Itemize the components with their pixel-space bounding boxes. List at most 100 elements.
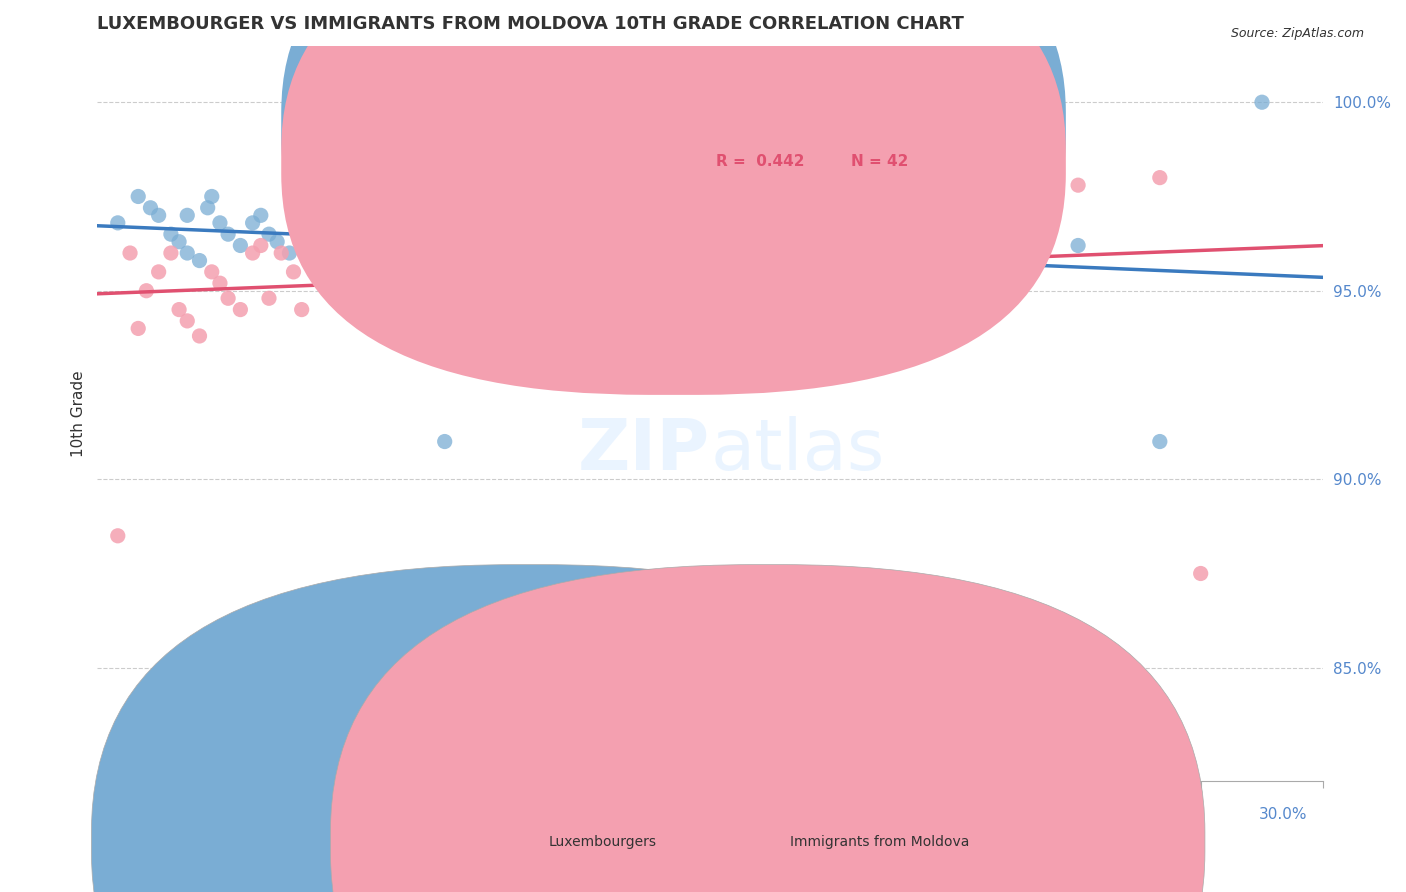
Point xyxy=(1251,95,1274,110)
Point xyxy=(474,227,496,242)
Point xyxy=(740,189,762,203)
Point xyxy=(658,201,681,215)
Point xyxy=(761,253,783,268)
Point xyxy=(160,227,183,242)
Text: Immigrants from Moldova: Immigrants from Moldova xyxy=(790,835,970,849)
Point xyxy=(311,216,333,230)
Point xyxy=(658,253,681,268)
Point xyxy=(373,208,395,222)
Point xyxy=(617,246,640,260)
Point xyxy=(176,246,198,260)
Point xyxy=(217,227,239,242)
Point xyxy=(576,235,599,249)
Point xyxy=(780,246,803,260)
Point xyxy=(904,201,927,215)
Point xyxy=(699,265,721,279)
Point xyxy=(311,246,333,260)
Point xyxy=(135,284,157,298)
Point xyxy=(352,216,374,230)
Point xyxy=(257,291,280,305)
Point xyxy=(536,216,558,230)
Point xyxy=(242,246,264,260)
Point xyxy=(413,216,436,230)
Text: Source: ZipAtlas.com: Source: ZipAtlas.com xyxy=(1230,27,1364,40)
Text: LUXEMBOURGER VS IMMIGRANTS FROM MOLDOVA 10TH GRADE CORRELATION CHART: LUXEMBOURGER VS IMMIGRANTS FROM MOLDOVA … xyxy=(97,15,965,33)
Point xyxy=(249,238,271,252)
Point xyxy=(986,189,1008,203)
Point xyxy=(433,434,456,449)
Y-axis label: 10th Grade: 10th Grade xyxy=(72,370,86,457)
Text: atlas: atlas xyxy=(710,416,884,484)
Text: R =  0.442: R = 0.442 xyxy=(717,154,806,169)
Point xyxy=(332,246,354,260)
Point xyxy=(291,302,314,317)
Point xyxy=(167,302,190,317)
FancyBboxPatch shape xyxy=(281,0,1066,358)
Point xyxy=(433,227,456,242)
Point xyxy=(454,615,477,630)
Text: R = -0.154: R = -0.154 xyxy=(717,118,806,133)
Point xyxy=(536,216,558,230)
Point xyxy=(576,208,599,222)
Point xyxy=(201,265,224,279)
Point xyxy=(127,189,149,203)
Point xyxy=(352,227,374,242)
Point xyxy=(257,227,280,242)
Point xyxy=(208,276,231,290)
Point xyxy=(270,246,292,260)
Point xyxy=(495,227,517,242)
Point xyxy=(323,227,346,242)
FancyBboxPatch shape xyxy=(281,0,1066,395)
Point xyxy=(229,302,252,317)
Point xyxy=(740,238,762,252)
Point xyxy=(118,246,141,260)
Point xyxy=(278,246,301,260)
Point xyxy=(1149,170,1171,185)
Point xyxy=(1149,434,1171,449)
Point xyxy=(291,189,314,203)
Point xyxy=(139,201,162,215)
Point xyxy=(188,253,211,268)
Point xyxy=(1189,566,1212,581)
Point xyxy=(266,235,288,249)
Point xyxy=(945,208,967,222)
Point xyxy=(242,216,264,230)
Point xyxy=(332,189,354,203)
Point xyxy=(555,246,578,260)
Point xyxy=(699,208,721,222)
Text: N = 52: N = 52 xyxy=(851,118,908,133)
Point xyxy=(413,216,436,230)
Point xyxy=(801,238,824,252)
Point xyxy=(515,235,537,249)
FancyBboxPatch shape xyxy=(624,90,956,200)
Point xyxy=(283,265,305,279)
Point xyxy=(107,529,129,543)
Point xyxy=(339,201,361,215)
Point xyxy=(1067,178,1090,193)
Point xyxy=(986,265,1008,279)
Point xyxy=(862,189,884,203)
Point xyxy=(148,208,170,222)
Point xyxy=(1067,238,1090,252)
Point xyxy=(298,201,321,215)
Point xyxy=(107,216,129,230)
Point xyxy=(127,321,149,335)
Text: N = 42: N = 42 xyxy=(851,154,908,169)
Point xyxy=(188,329,211,343)
Point xyxy=(617,216,640,230)
Point xyxy=(208,216,231,230)
Text: 30.0%: 30.0% xyxy=(1260,807,1308,822)
Point xyxy=(160,246,183,260)
Point xyxy=(249,208,271,222)
Point xyxy=(201,189,224,203)
Point xyxy=(373,246,395,260)
Point xyxy=(197,201,219,215)
Point xyxy=(904,246,927,260)
Point xyxy=(364,235,387,249)
Point xyxy=(780,585,803,599)
Point xyxy=(217,291,239,305)
Text: 0.0%: 0.0% xyxy=(98,807,138,822)
Point xyxy=(821,178,844,193)
Point xyxy=(392,227,415,242)
Point xyxy=(862,253,884,268)
